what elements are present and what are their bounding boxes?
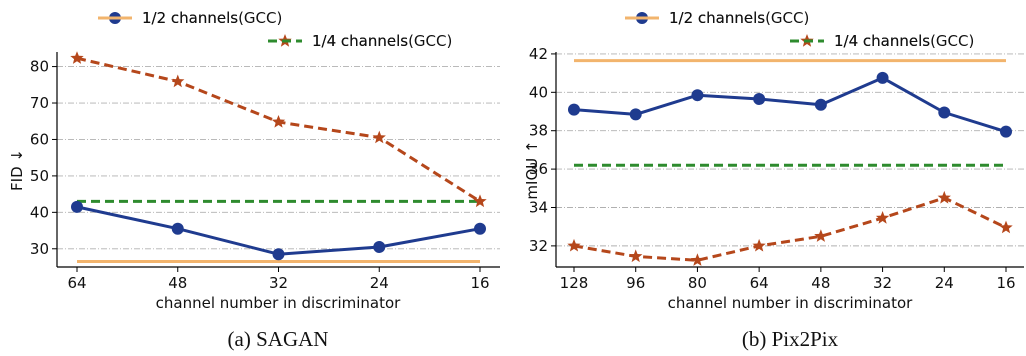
series-markers [70,51,487,261]
data-point-star [814,229,828,242]
data-point-circle [753,93,766,106]
grid [57,66,500,250]
legend: 1/2 channels 1/4 channels 1/2 channels(GCC… [625,9,974,50]
y-tick-label: 34 [529,198,548,216]
y-tick-label: 30 [30,240,49,258]
legend: 1/2 channels 1/4 channels 1/2 channels(GCC… [98,9,452,50]
x-tick-label: 128 [560,274,589,292]
legend-label: 1/4 channels(GCC) [312,32,452,50]
data-point-star [567,238,581,252]
data-point-circle [373,240,386,253]
data-point-star [171,74,185,88]
data-point-star [473,194,487,208]
x-tick-label: 24 [370,274,389,292]
x-axis-label: channel number in discriminator [156,294,401,312]
legend-label: 1/2 channels(GCC) [142,9,282,27]
chart-caption: (a) SAGAN [228,327,329,351]
x-tick-label: 64 [750,274,769,292]
y-tick-label: 50 [30,167,49,185]
legend-label: 1/4 channels [312,32,408,50]
gcc-reference-lines [574,59,1006,167]
data-point-star [690,253,705,266]
data-point-circle [814,98,827,111]
data-point-star [999,220,1013,234]
y-tick-label: 38 [529,122,548,140]
data-point-star [271,115,286,128]
data-point-star [629,249,643,263]
x-tick-label: 24 [935,274,954,292]
chart-panel-sagan: 30 40 50 60 70 80 64 48 32 24 16 1/2 channels 1/4 c… [8,9,500,351]
data-point-circle [876,71,889,84]
x-tick-label: 32 [269,274,288,292]
data-point-star [875,211,890,224]
legend-label: 1/2 channels [142,9,238,27]
data-point-circle [272,248,285,261]
x-tick-label: 64 [67,274,86,292]
x-axis-label: channel number in discriminator [668,294,913,312]
x-tick-label: 16 [996,274,1015,292]
series-line-0 [573,76,1007,134]
data-point-star [752,238,766,252]
legend-label: 1/4 channels [834,32,930,50]
data-point-star [70,51,84,64]
y-axis-label: FID ↓ [8,149,26,191]
y-tick-label: 40 [529,83,548,101]
y-tick-label: 40 [30,203,49,221]
grid [556,53,1024,247]
data-point-circle [568,103,580,116]
y-tick-label: 42 [529,45,548,63]
y-tick-label: 80 [30,58,49,76]
axes: 32 34 36 38 40 42 128 96 80 64 48 32 24 16 [529,45,1024,292]
x-tick-label: 48 [811,274,830,292]
chart-panel-pix2pix: 32 34 36 38 40 42 128 96 80 64 48 32 24 16 1/2 channe… [523,9,1024,351]
series-lines [573,76,1007,262]
data-point-circle [171,222,184,235]
series-line-1 [573,196,1007,262]
axes: 30 40 50 60 70 80 64 48 32 24 16 [30,52,500,292]
y-tick-label: 36 [529,160,548,178]
y-tick-label: 70 [30,94,49,112]
legend-label: 1/4 channels(GCC) [834,32,974,50]
x-tick-label: 32 [873,274,892,292]
series-lines [76,56,481,256]
y-tick-label: 32 [529,237,548,255]
chart-caption: (b) Pix2Pix [742,327,839,351]
x-tick-label: 16 [470,274,489,292]
x-tick-label: 96 [626,274,645,292]
data-point-circle [629,108,642,121]
x-tick-label: 48 [168,274,187,292]
series-line-0 [76,205,481,256]
data-point-circle [474,222,486,235]
data-point-circle [71,200,83,213]
legend-label: 1/2 channels(GCC) [669,9,809,27]
legend-label: 1/2 channels [669,9,765,27]
data-point-star [372,130,386,144]
y-tick-label: 60 [30,130,49,148]
data-point-star [937,190,951,204]
y-axis-label: mIOU ↑ [523,140,541,199]
x-tick-label: 80 [688,274,707,292]
data-point-circle [1000,125,1012,138]
data-point-circle [938,106,951,119]
data-point-circle [691,89,704,102]
series-markers [567,71,1013,266]
gcc-reference-lines [77,199,480,263]
series-line-1 [76,56,481,203]
